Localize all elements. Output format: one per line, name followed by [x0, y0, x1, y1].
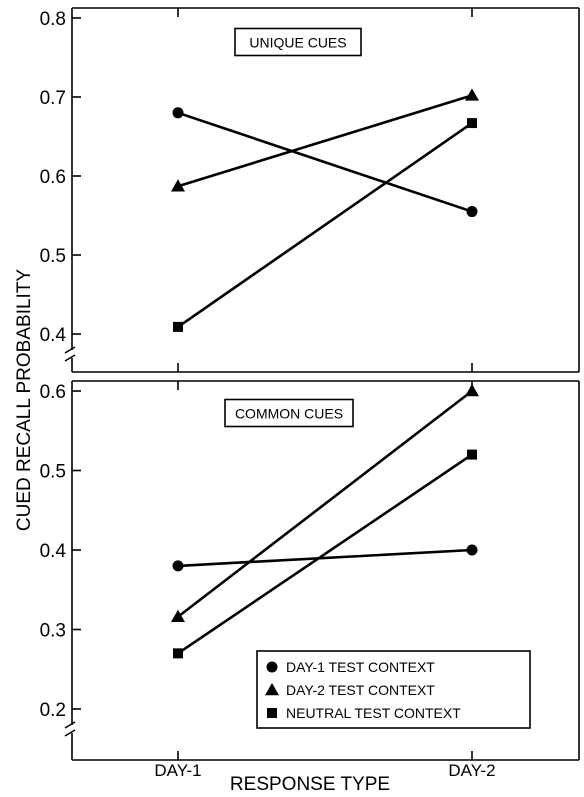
data-point-square [467, 118, 477, 129]
series-line-square [177, 122, 473, 328]
data-point-circle [172, 107, 184, 119]
legend-label: NEUTRAL TEST CONTEXT [286, 705, 461, 721]
panel-title: UNIQUE CUES [249, 35, 346, 51]
panel-1: 0.4 0.5 0.6 0.7 0.8 UNIQUE CUES [40, 7, 580, 373]
legend-box [256, 650, 531, 729]
data-point-triangle [171, 179, 185, 192]
legend-marker-square [267, 708, 277, 718]
y-tick-label: 0.3 [40, 621, 66, 642]
legend-marker-triangle [265, 683, 279, 696]
panel-title-box [234, 27, 362, 57]
y-axis-label: CUED RECALL PROBABILITY [14, 269, 35, 532]
x-tick-label: DAY-2 [448, 761, 495, 780]
panel-title-box [224, 398, 354, 428]
data-point-circle [466, 544, 478, 556]
x-axis-label: RESPONSE TYPE [230, 774, 390, 795]
data-point-square [173, 648, 183, 659]
series-line-circle [177, 548, 473, 568]
y-tick-label: 0.2 [40, 700, 66, 721]
y-tick-label: 0.5 [40, 462, 66, 483]
data-point-circle [466, 206, 478, 218]
panel-2: 0.2 0.3 0.4 0.5 0.6 COMMON CUES [40, 380, 580, 761]
data-point-triangle [171, 609, 185, 623]
series-line-circle [177, 111, 473, 213]
data-point-square [467, 449, 477, 460]
legend-marker-circle [266, 661, 278, 673]
data-point-triangle [465, 384, 479, 397]
series-line-triangle [177, 94, 473, 188]
data-point-triangle [465, 88, 479, 101]
data-point-square [173, 321, 183, 332]
y-tick-label: 0.7 [40, 88, 66, 109]
data-point-circle [172, 560, 184, 572]
legend: DAY-1 TEST CONTEXT DAY-2 TEST CONTEXT NEUT… [256, 650, 531, 729]
legend-label: DAY-2 TEST CONTEXT [286, 682, 435, 698]
legend-label: DAY-1 TEST CONTEXT [286, 659, 435, 675]
axis-break-mark [64, 354, 76, 362]
series-line-square [177, 453, 473, 655]
y-tick-label: 0.6 [40, 382, 66, 403]
series-line-triangle [177, 389, 473, 618]
y-tick-label: 0.8 [40, 9, 66, 30]
axis-break-mark [64, 729, 76, 737]
panel-title: COMMON CUES [235, 406, 343, 422]
axis-break-mark [64, 721, 76, 729]
y-tick-label: 0.4 [40, 325, 67, 346]
y-tick-label: 0.5 [40, 246, 66, 267]
x-tick-label: DAY-1 [154, 761, 201, 780]
axis-break-mark [64, 346, 76, 354]
y-tick-label: 0.4 [40, 541, 67, 562]
y-tick-label: 0.6 [40, 167, 66, 188]
